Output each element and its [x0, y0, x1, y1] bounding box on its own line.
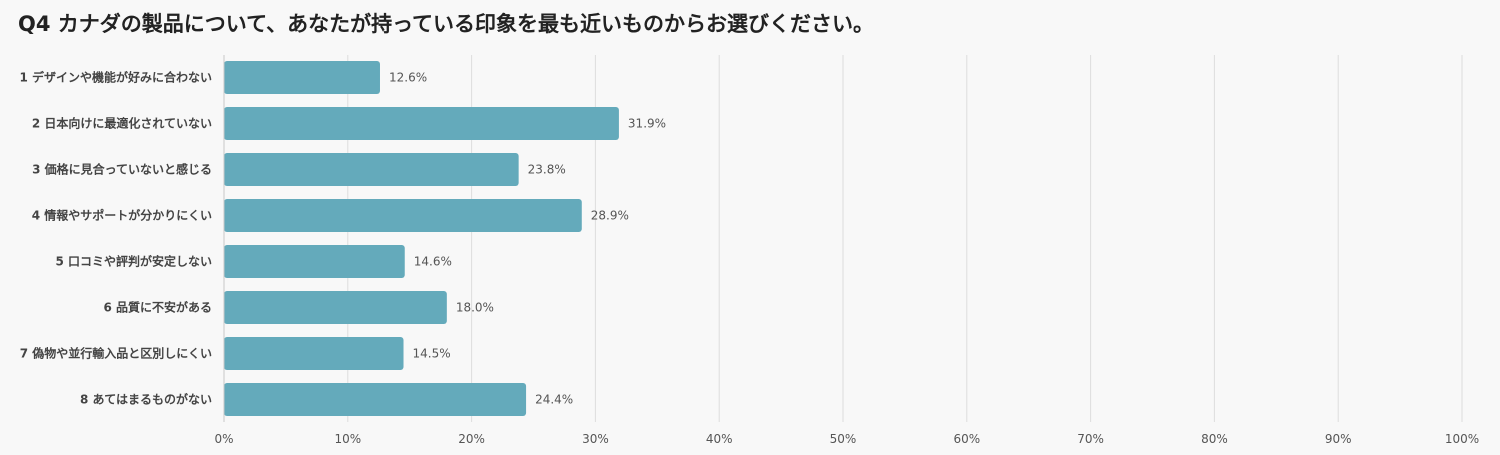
- data-label: 23.8%: [528, 163, 566, 177]
- x-tick-label: 50%: [830, 432, 857, 446]
- category-label: 7 偽物や並行輸入品と区別しにくい: [20, 346, 212, 361]
- x-tick-label: 40%: [706, 432, 733, 446]
- x-tick-label: 70%: [1077, 432, 1104, 446]
- category-label: 2 日本向けに最適化されていない: [32, 116, 212, 131]
- data-label: 14.6%: [414, 255, 452, 269]
- bar: [224, 153, 519, 186]
- category-label: 4 情報やサポートが分かりにくい: [32, 208, 212, 223]
- x-tick-label: 90%: [1325, 432, 1352, 446]
- data-label: 31.9%: [628, 117, 666, 131]
- bar: [224, 383, 527, 416]
- bar: [224, 245, 405, 278]
- bar: [224, 61, 380, 94]
- x-tick-label: 20%: [458, 432, 485, 446]
- data-label: 28.9%: [591, 209, 629, 223]
- data-label: 24.4%: [535, 393, 573, 407]
- category-label: 1 デザインや機能が好みに合わない: [19, 70, 212, 85]
- data-label: 18.0%: [456, 301, 494, 315]
- x-tick-label: 0%: [214, 432, 233, 446]
- x-tick-label: 100%: [1445, 432, 1479, 446]
- bar: [224, 337, 404, 370]
- data-label: 14.5%: [413, 347, 451, 361]
- chart-title: Q4 カナダの製品について、あなたが持っている印象を最も近いものからお選びくださ…: [18, 12, 875, 36]
- category-label: 5 口コミや評判が安定しない: [55, 254, 212, 269]
- x-tick-label: 80%: [1201, 432, 1228, 446]
- x-tick-label: 10%: [334, 432, 361, 446]
- category-label: 6 品質に不安がある: [103, 300, 212, 315]
- bar: [224, 291, 447, 324]
- data-label: 12.6%: [389, 71, 427, 85]
- category-label: 3 価格に見合っていないと感じる: [32, 162, 212, 177]
- x-tick-label: 60%: [953, 432, 980, 446]
- category-label: 8 あてはまるものがない: [80, 392, 212, 407]
- x-tick-label: 30%: [582, 432, 609, 446]
- bar: [224, 107, 619, 140]
- bar: [224, 199, 582, 232]
